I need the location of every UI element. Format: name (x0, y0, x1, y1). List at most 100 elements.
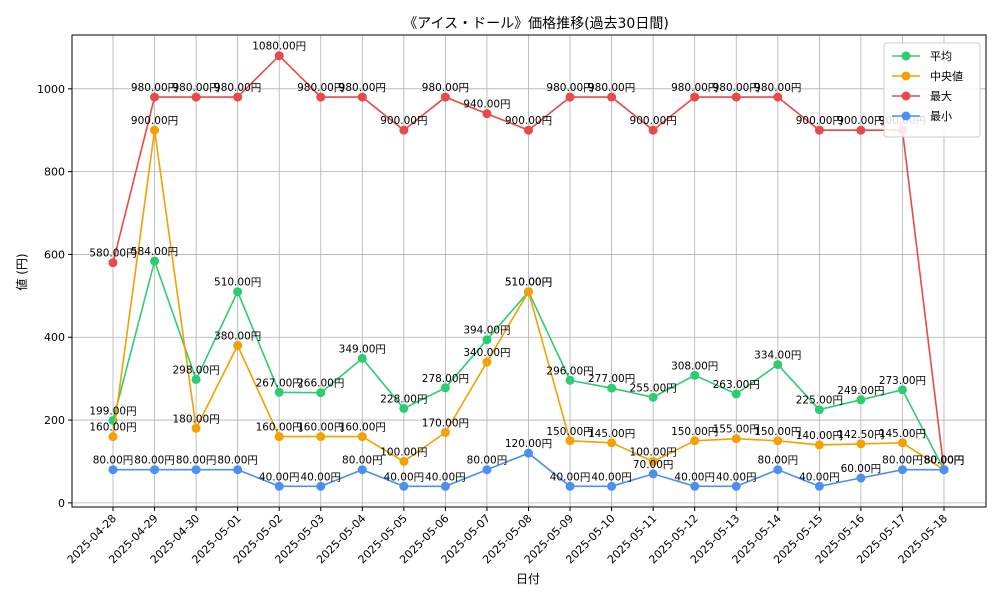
data-point (150, 92, 160, 102)
legend-label: 最大 (930, 89, 952, 103)
legend-swatch-marker (901, 91, 911, 101)
data-label: 580.00円 (89, 248, 136, 260)
data-point (814, 405, 824, 415)
data-point (108, 465, 118, 475)
legend-item: 中央値 (892, 70, 963, 83)
data-point (856, 473, 866, 483)
data-point (316, 92, 326, 102)
data-point (731, 481, 741, 491)
data-point (773, 360, 783, 370)
data-point (316, 481, 326, 491)
data-label: 349.00円 (339, 343, 386, 355)
data-label: 170.00円 (422, 417, 469, 429)
data-point (482, 335, 492, 345)
data-point (565, 481, 575, 491)
data-label: 142.50円 (837, 429, 884, 441)
data-label: 80.00円 (924, 455, 965, 467)
legend-label: 最小 (930, 110, 952, 123)
data-label: 225.00円 (796, 395, 843, 407)
data-label: 334.00円 (754, 350, 801, 362)
data-point (690, 370, 700, 380)
data-label: 266.00円 (297, 378, 344, 390)
y-axis-label: 値 (円) (14, 253, 29, 290)
data-label: 70.00円 (633, 459, 674, 471)
data-label: 900.00円 (837, 115, 884, 127)
data-point (440, 481, 450, 491)
data-label: 40.00円 (300, 471, 341, 483)
data-point (607, 438, 617, 448)
data-label: 940.00円 (463, 99, 510, 111)
data-point (607, 481, 617, 491)
data-label: 340.00円 (463, 347, 510, 359)
y-tick-label: 200 (44, 414, 65, 427)
data-label: 80.00円 (467, 455, 508, 467)
data-point (399, 125, 409, 135)
data-label: 80.00円 (217, 455, 258, 467)
data-label: 900.00円 (796, 115, 843, 127)
series-3 (108, 448, 949, 491)
data-point (690, 481, 700, 491)
chart-title: 《アイス・ドール》価格推移(過去30日間) (403, 16, 669, 32)
data-point (274, 481, 284, 491)
y-tick-label: 0 (58, 497, 65, 510)
data-label: 80.00円 (758, 455, 799, 467)
data-label: 160.00円 (256, 422, 303, 434)
data-label: 298.00円 (172, 364, 219, 376)
data-point (108, 432, 118, 442)
data-label: 278.00円 (422, 373, 469, 385)
data-point (607, 92, 617, 102)
data-labels: 199.00円 584.00円 298.00円 510.00円 267.00円266.0… (89, 41, 964, 484)
data-label: 40.00円 (799, 471, 840, 483)
data-point (731, 389, 741, 399)
data-label: 80.00円 (342, 455, 383, 467)
data-label: 80.00円 (924, 455, 965, 467)
x-axis-label: 日付 (516, 572, 540, 586)
data-point (357, 432, 367, 442)
legend-label: 平均 (930, 50, 952, 63)
series-layer (108, 51, 949, 491)
data-point (233, 465, 243, 475)
data-label: 980.00円 (297, 82, 344, 94)
data-label: 150.00円 (671, 426, 718, 438)
data-label: 150.00円 (754, 426, 801, 438)
data-point (316, 432, 326, 442)
data-label: 510.00円 (214, 277, 261, 289)
data-label: 40.00円 (259, 471, 300, 483)
y-tick-label: 800 (44, 166, 65, 179)
data-label: 900.00円 (380, 115, 427, 127)
data-point (648, 469, 658, 479)
data-label: 980.00円 (172, 82, 219, 94)
data-label: 980.00円 (422, 82, 469, 94)
data-label: 255.00円 (630, 382, 677, 394)
data-point (482, 357, 492, 367)
data-label: 80.00円 (134, 455, 175, 467)
series-2 (108, 51, 949, 475)
legend-swatch-marker (901, 111, 911, 121)
data-point (814, 440, 824, 450)
data-point (773, 465, 783, 475)
data-point (565, 436, 575, 446)
data-point (607, 383, 617, 393)
data-point (108, 258, 118, 268)
data-label: 60.00円 (841, 463, 882, 475)
data-point (482, 109, 492, 119)
data-label: 160.00円 (89, 422, 136, 434)
data-point (399, 456, 409, 466)
data-point (150, 125, 160, 135)
data-label: 980.00円 (754, 82, 801, 94)
data-label: 199.00円 (89, 405, 136, 417)
data-label: 160.00円 (339, 422, 386, 434)
data-label: 980.00円 (713, 82, 760, 94)
data-label: 160.00円 (297, 422, 344, 434)
data-label: 100.00円 (630, 446, 677, 458)
data-label: 40.00円 (674, 471, 715, 483)
legend-item: 最大 (892, 89, 952, 103)
data-point (648, 125, 658, 135)
data-label: 80.00円 (882, 455, 923, 467)
data-point (274, 387, 284, 397)
data-label: 263.00円 (713, 379, 760, 391)
data-point (233, 92, 243, 102)
data-point (191, 92, 201, 102)
data-label: 80.00円 (93, 455, 134, 467)
data-label: 80.00円 (176, 455, 217, 467)
